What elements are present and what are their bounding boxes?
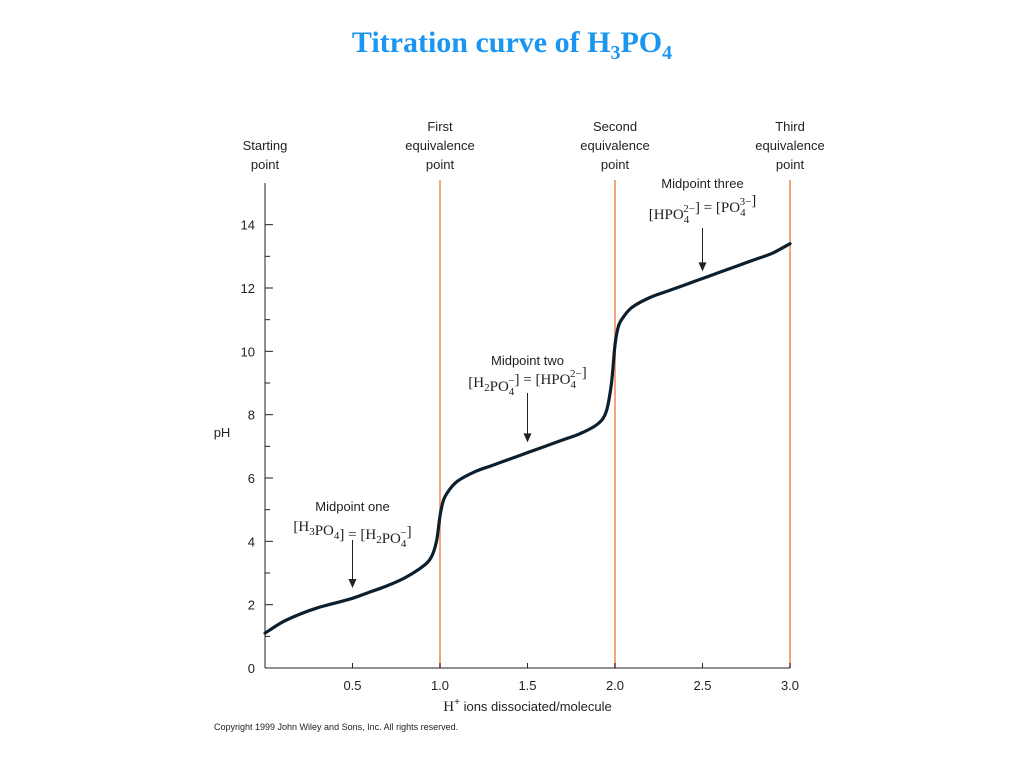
x-tick-label-3: 2.0 xyxy=(606,678,624,693)
y-tick-label-8: 8 xyxy=(248,408,255,423)
equivalence-label-2-1: Second xyxy=(593,119,637,134)
x-tick-label-4: 2.5 xyxy=(693,678,711,693)
x-tick-label-0: 0.5 xyxy=(343,678,361,693)
y-tick-label-10: 10 xyxy=(241,344,255,359)
midpoint-3-label: Midpoint three xyxy=(661,176,743,191)
starting-point-label-2: point xyxy=(251,157,280,172)
x-tick-label-1: 1.0 xyxy=(431,678,449,693)
midpoint-2-arrowhead xyxy=(523,433,532,443)
midpoint-2-equation: [H2PO4−] = [HPO42−] xyxy=(468,365,586,398)
y-tick-label-14: 14 xyxy=(241,218,255,233)
midpoint-3-equation: [HPO42−] = [PO43−] xyxy=(649,193,757,226)
y-axis-label: pH xyxy=(214,425,231,440)
midpoint-2-label: Midpoint two xyxy=(491,353,564,368)
x-tick-label-2: 1.5 xyxy=(518,678,536,693)
equivalence-label-1-2: equivalence xyxy=(405,138,474,153)
titration-curve xyxy=(263,242,792,635)
equivalence-label-3-1: Third xyxy=(775,119,805,134)
equivalence-label-2-3: point xyxy=(601,157,630,172)
equivalence-label-1-3: point xyxy=(426,157,455,172)
equivalence-label-3-3: point xyxy=(776,157,805,172)
y-tick-label-4: 4 xyxy=(248,534,255,549)
y-tick-label-0: 0 xyxy=(248,661,255,676)
midpoint-1-arrowhead xyxy=(348,579,357,588)
y-tick-label-6: 6 xyxy=(248,471,255,486)
x-axis-label: H+ ions dissociated/molecule xyxy=(443,697,611,715)
midpoint-1-equation: [H3PO4] = [H2PO4−] xyxy=(293,519,411,550)
y-tick-label-12: 12 xyxy=(241,281,255,296)
equivalence-label-3-2: equivalence xyxy=(755,138,824,153)
chart-title: Titration curve of H3PO4 xyxy=(351,26,673,64)
y-tick-label-2: 2 xyxy=(248,598,255,613)
copyright-notice: Copyright 1999 John Wiley and Sons, Inc.… xyxy=(214,722,459,732)
midpoint-3-arrowhead xyxy=(698,262,707,272)
midpoint-1-label: Midpoint one xyxy=(315,499,389,514)
x-tick-label-5: 3.0 xyxy=(781,678,799,693)
equivalence-label-1-1: First xyxy=(427,119,453,134)
equivalence-label-2-2: equivalence xyxy=(580,138,649,153)
starting-point-label-1: Starting xyxy=(243,138,288,153)
